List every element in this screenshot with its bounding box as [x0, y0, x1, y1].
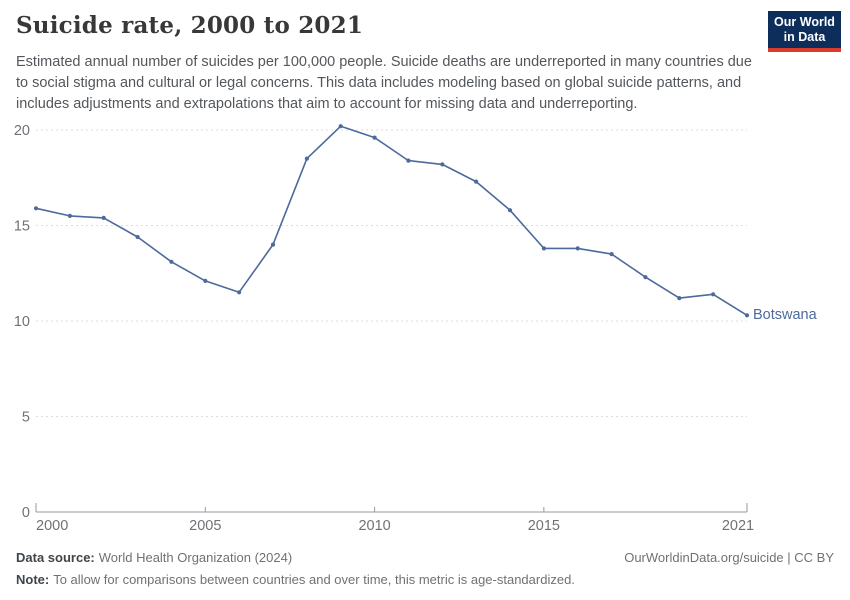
data-point-2020 [711, 292, 716, 297]
license-text: OurWorldinData.org/suicide | CC BY [624, 550, 834, 565]
y-tick-label-10: 10 [14, 314, 30, 330]
note-value: To allow for comparisons between countri… [53, 572, 575, 587]
y-tick-label-20: 20 [14, 123, 30, 139]
data-point-2002 [101, 215, 106, 220]
data-point-2011 [406, 158, 411, 163]
x-tick-label-2005: 2005 [189, 518, 221, 534]
data-point-2012 [440, 162, 445, 167]
data-point-2018 [643, 275, 648, 280]
data-point-2007 [270, 242, 276, 247]
chart-footer: Data source: World Health Organization (2… [16, 547, 834, 591]
data-source-value: World Health Organization (2024) [98, 550, 293, 565]
series-label-botswana: Botswana [753, 307, 817, 323]
data-point-2014 [507, 208, 513, 213]
y-tick-label-0: 0 [22, 505, 30, 521]
data-point-2013 [474, 179, 479, 184]
page-title: Suicide rate, 2000 to 2021 [16, 12, 364, 39]
y-tick-label-15: 15 [14, 219, 30, 235]
data-point-2001 [67, 213, 72, 218]
owid-logo-line2: in Data [783, 30, 826, 44]
data-point-2004 [169, 259, 174, 264]
footer-source-row: Data source: World Health Organization (2… [16, 547, 834, 569]
note-label: Note: [16, 572, 50, 587]
data-point-2016 [575, 246, 580, 251]
data-point-2006 [237, 290, 242, 295]
data-point-2019 [677, 296, 682, 301]
owid-logo: Our World in Data [768, 11, 841, 52]
line-chart: 0 5 10 15 20 2000 2005 2010 2015 2021 [14, 123, 754, 534]
x-tick-label-2000: 2000 [36, 518, 68, 534]
series-line-botswana [35, 125, 748, 317]
data-point-2021 [744, 313, 750, 318]
owid-logo-line1: Our World [774, 15, 835, 29]
data-point-2003 [135, 234, 140, 240]
y-tick-label-5: 5 [22, 410, 30, 426]
data-point-2005 [203, 278, 208, 283]
x-tick-label-2021: 2021 [722, 518, 754, 534]
x-tick-label-2010: 2010 [358, 518, 390, 534]
x-tick-label-2015: 2015 [528, 518, 560, 534]
data-point-2008 [304, 156, 309, 161]
data-point-2017 [609, 252, 614, 257]
footer-note-row: Note: To allow for comparisons between co… [16, 569, 834, 591]
data-source-label: Data source: [16, 550, 95, 565]
data-point-2015 [541, 246, 547, 251]
data-source-text: Data source: World Health Organization (2… [16, 547, 292, 569]
data-point-2000 [33, 206, 39, 211]
data-point-2010 [372, 135, 377, 140]
data-point-2009 [338, 124, 343, 129]
chart-subtitle: Estimated annual number of suicides per … [16, 54, 752, 112]
